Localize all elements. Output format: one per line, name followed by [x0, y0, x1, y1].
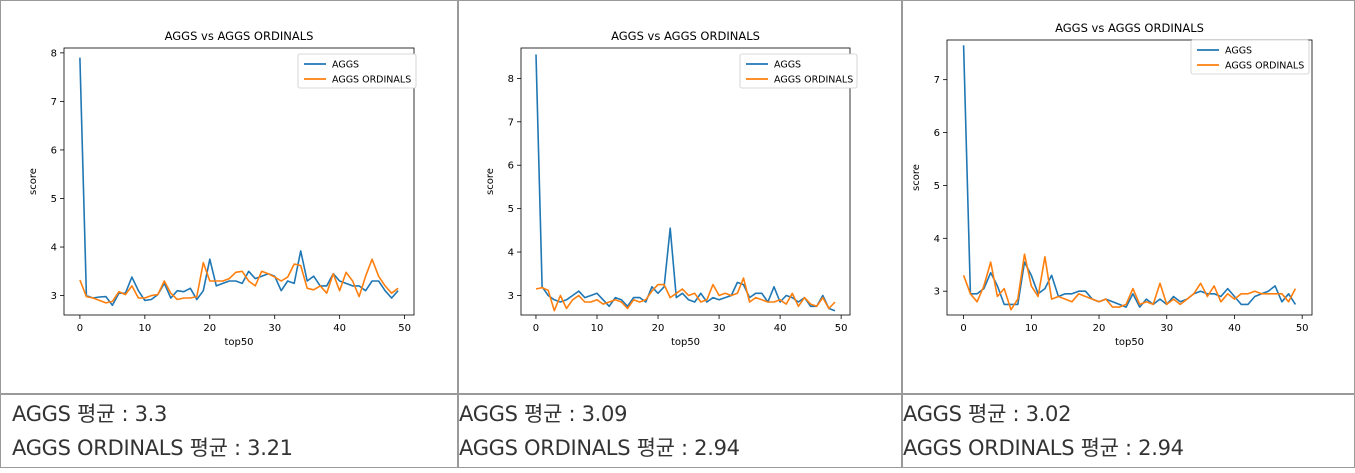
x-tick-label: 10 — [1025, 323, 1038, 334]
ordinals-average-2: AGGS ORDINALS 평균 : 2.94 — [459, 436, 740, 460]
y-axis-label: score — [911, 164, 922, 191]
y-tick-label: 4 — [508, 248, 514, 259]
aggs-average-2: AGGS 평균 : 3.09 — [459, 402, 628, 426]
x-tick-label: 50 — [398, 323, 411, 334]
x-tick-label: 20 — [203, 323, 216, 334]
legend-label: AGGS ORDINALS — [332, 75, 411, 86]
x-tick-label: 40 — [774, 323, 787, 334]
chart-title: AGGS vs AGGS ORDINALS — [611, 29, 760, 43]
x-tick-label: 40 — [1228, 323, 1241, 334]
y-tick-label: 7 — [508, 117, 514, 128]
legend-label: AGGS ORDINALS — [774, 75, 853, 86]
y-tick-label: 7 — [934, 75, 940, 86]
chart-2: AGGS vs AGGS ORDINALS 0 10 20 30 40 50 3 4 5 6 7 8 to… — [485, 29, 858, 348]
x-axis-label: top50 — [1115, 337, 1144, 348]
y-tick-label: 4 — [934, 234, 940, 245]
chart-title: AGGS vs AGGS ORDINALS — [165, 29, 314, 43]
chart-cell-3: AGGS vs AGGS ORDINALS 0 10 20 30 40 50 3 4 5 6 7 top… — [903, 2, 1353, 392]
x-tick-label: 50 — [835, 323, 848, 334]
chart-title: AGGS vs AGGS ORDINALS — [1055, 21, 1204, 35]
y-tick-label: 3 — [508, 291, 514, 302]
legend-box — [297, 53, 417, 89]
y-axis-label: score — [485, 168, 496, 195]
x-tick-label: 30 — [1160, 323, 1173, 334]
x-tick-label: 0 — [960, 323, 966, 334]
plot-frame — [520, 47, 851, 316]
plot-frame — [946, 39, 1313, 316]
series-line-aggs-ordinals — [79, 258, 399, 304]
legend-label: AGGS — [774, 60, 801, 71]
x-tick-label: 0 — [77, 323, 83, 334]
y-tick-label: 8 — [508, 74, 514, 85]
aggs-average-3: AGGS 평균 : 3.02 — [903, 402, 1072, 426]
row-divider — [0, 393, 1355, 395]
x-axis-label: top50 — [671, 337, 700, 348]
chart-cell-2: AGGS vs AGGS ORDINALS 0 10 20 30 40 50 3 4 5 6 7 8 to… — [459, 2, 901, 392]
x-tick-label: 50 — [1296, 323, 1309, 334]
column-divider — [901, 0, 903, 468]
legend-label: AGGS — [1225, 46, 1252, 57]
series-line-aggs-ordinals — [535, 277, 836, 312]
ordinals-average-3: AGGS ORDINALS 평균 : 2.94 — [903, 436, 1184, 460]
x-tick-label: 30 — [268, 323, 281, 334]
x-tick-label: 30 — [713, 323, 726, 334]
legend-label: AGGS — [332, 60, 359, 71]
y-tick-label: 5 — [508, 204, 514, 215]
x-tick-label: 10 — [591, 323, 604, 334]
chart-3: AGGS vs AGGS ORDINALS 0 10 20 30 40 50 3 4 5 6 7 top… — [911, 21, 1313, 348]
x-tick-label: 20 — [1093, 323, 1106, 334]
y-tick-label: 3 — [934, 287, 940, 298]
x-tick-label: 40 — [333, 323, 346, 334]
aggs-average-1: AGGS 평균 : 3.3 — [12, 402, 168, 426]
chart-cell-1: AGGS vs AGGS ORDINALS 0 10 20 30 40 50 3 4 5 6 7 8 to… — [2, 2, 457, 392]
y-axis-label: score — [28, 168, 39, 195]
y-tick-label: 8 — [51, 48, 57, 59]
chart-1: AGGS vs AGGS ORDINALS 0 10 20 30 40 50 3 4 5 6 7 8 to… — [28, 29, 417, 348]
legend-box — [1190, 39, 1310, 75]
y-tick-label: 7 — [51, 97, 57, 108]
y-tick-label: 3 — [51, 291, 57, 302]
series-line-aggs-ordinals — [962, 253, 1297, 311]
y-tick-label: 5 — [934, 181, 940, 192]
series-line-aggs — [962, 45, 1297, 308]
y-tick-label: 6 — [51, 145, 57, 156]
y-tick-label: 6 — [508, 161, 514, 172]
y-tick-label: 4 — [51, 243, 57, 254]
column-divider — [457, 0, 459, 468]
series-line-aggs — [79, 57, 399, 307]
x-tick-label: 20 — [652, 323, 665, 334]
x-tick-label: 10 — [138, 323, 151, 334]
series-line-aggs — [535, 54, 836, 312]
y-tick-label: 5 — [51, 194, 57, 205]
x-tick-label: 0 — [533, 323, 539, 334]
plot-frame — [63, 47, 415, 316]
y-tick-label: 6 — [934, 128, 940, 139]
legend-label: AGGS ORDINALS — [1225, 61, 1304, 72]
ordinals-average-1: AGGS ORDINALS 평균 : 3.21 — [12, 436, 293, 460]
legend-box — [739, 53, 858, 89]
x-axis-label: top50 — [224, 337, 253, 348]
